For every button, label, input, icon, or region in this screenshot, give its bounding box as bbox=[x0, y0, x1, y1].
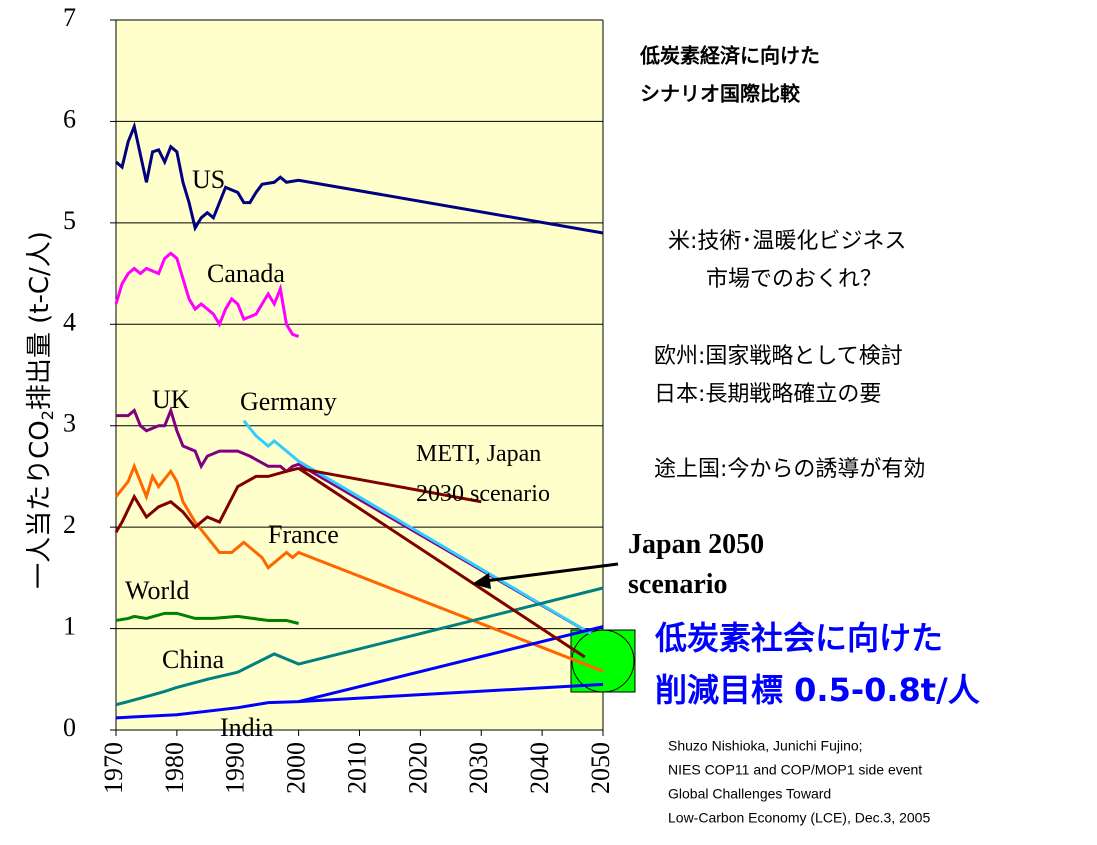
x-tick-label: 2000 bbox=[282, 742, 311, 794]
series-line bbox=[115, 682, 604, 720]
series-label: France bbox=[268, 520, 339, 549]
y-axis-label-sub: 2 bbox=[38, 410, 57, 420]
series-label: METI, Japan 2030 scenario bbox=[416, 441, 550, 507]
y-tick-label: 2 bbox=[63, 510, 76, 539]
x-tick-label: 2040 bbox=[525, 742, 554, 794]
x-tick-label: 2020 bbox=[403, 742, 432, 794]
y-tick-label: 4 bbox=[63, 307, 76, 336]
series-label: Germany bbox=[240, 387, 337, 416]
series-label-part: METI, Japan bbox=[416, 441, 547, 467]
series-line bbox=[242, 419, 592, 635]
x-tick-label: 2050 bbox=[586, 742, 615, 794]
series-line bbox=[114, 462, 604, 673]
title: 低炭素経済に向けた bbox=[639, 44, 820, 68]
series-label: China bbox=[162, 645, 225, 674]
source: Shuzo Nishioka, Junichi Fujino; bbox=[668, 738, 863, 754]
y-axis-label-part: 排出量 (t-C/人) bbox=[25, 231, 55, 410]
annotation-part: scenario bbox=[628, 569, 728, 600]
y-tick-label: 1 bbox=[63, 612, 76, 641]
series-line bbox=[297, 467, 586, 659]
x-tick-label: 1970 bbox=[99, 742, 128, 794]
target-text: 低炭素社会に向けた bbox=[655, 619, 943, 657]
series-label: UK bbox=[152, 385, 190, 414]
note: 米:技術･温暖化ビジネス bbox=[668, 229, 906, 254]
series-label: US bbox=[192, 165, 225, 194]
y-tick-label: 5 bbox=[63, 206, 76, 235]
y-axis-label: 一人当たりCO2排出量 (t-C/人) bbox=[25, 231, 57, 589]
note: 日本:長期戦略確立の要 bbox=[654, 382, 881, 407]
x-tick-label: 2030 bbox=[464, 742, 493, 794]
annotation-part: Japan 2050 bbox=[628, 529, 764, 560]
arrow-head bbox=[472, 573, 491, 589]
series-line bbox=[115, 611, 299, 625]
y-axis-label-part: 一人当たりCO bbox=[25, 420, 55, 589]
note: 途上国:今からの誘導が有効 bbox=[654, 457, 925, 482]
y-tick-label: 7 bbox=[63, 3, 76, 32]
note: 市場でのおくれ？ bbox=[706, 267, 882, 292]
series-line bbox=[114, 466, 299, 533]
x-tick-label: 1990 bbox=[221, 742, 250, 794]
title: シナリオ国際比較 bbox=[640, 82, 801, 106]
x-tick-label: 2010 bbox=[342, 742, 371, 794]
series-line bbox=[114, 251, 300, 338]
plot-area bbox=[116, 20, 603, 730]
target-text: 削減目標 0.5-0.8t/人 bbox=[655, 671, 980, 709]
source: Low-Carbon Economy (LCE), Dec.3, 2005 bbox=[668, 810, 930, 826]
y-tick-label: 0 bbox=[63, 713, 76, 742]
series-label: India bbox=[220, 713, 274, 742]
series-line bbox=[298, 625, 604, 704]
series-label-part: 2030 scenario bbox=[416, 481, 550, 507]
series-line bbox=[115, 586, 604, 707]
note: 欧州:国家戦略として検討 bbox=[654, 344, 903, 369]
arrow bbox=[484, 562, 619, 583]
source: NIES COP11 and COP/MOP1 side event bbox=[668, 762, 922, 778]
series-line bbox=[116, 405, 592, 635]
annotation: Japan 2050 scenario bbox=[628, 529, 764, 600]
x-tick-label: 1980 bbox=[160, 742, 189, 794]
series-line bbox=[298, 466, 482, 504]
source: Global Challenges Toward bbox=[668, 786, 831, 802]
target-circle bbox=[571, 629, 635, 693]
series-line bbox=[115, 121, 604, 235]
y-tick-label: 6 bbox=[63, 104, 76, 133]
y-tick-label: 3 bbox=[63, 409, 76, 438]
series-label: World bbox=[125, 576, 189, 605]
series-label: Canada bbox=[207, 259, 285, 288]
